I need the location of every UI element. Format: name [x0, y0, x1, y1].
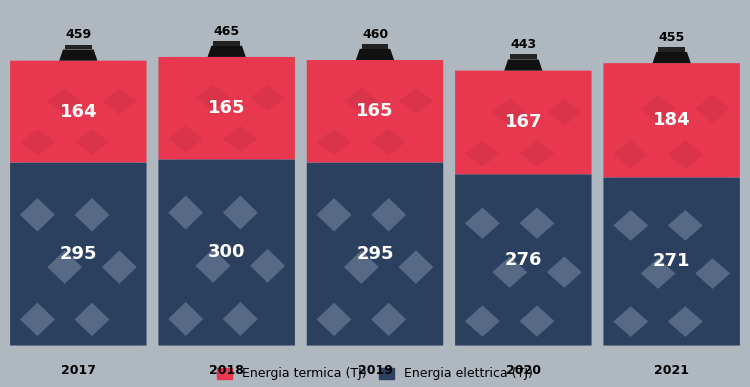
Polygon shape — [356, 49, 394, 60]
Text: 271: 271 — [653, 252, 691, 271]
Polygon shape — [102, 88, 136, 115]
Polygon shape — [640, 94, 676, 123]
Polygon shape — [604, 177, 740, 346]
Polygon shape — [20, 198, 55, 231]
Text: 2020: 2020 — [506, 364, 541, 377]
Polygon shape — [614, 306, 648, 337]
Polygon shape — [316, 303, 352, 336]
Polygon shape — [614, 210, 648, 241]
Polygon shape — [307, 60, 443, 163]
Polygon shape — [20, 303, 55, 336]
Text: 300: 300 — [208, 243, 245, 262]
Polygon shape — [510, 55, 537, 60]
Polygon shape — [547, 99, 582, 125]
Text: 460: 460 — [362, 28, 388, 41]
Polygon shape — [10, 61, 146, 163]
Text: 465: 465 — [214, 25, 240, 38]
Polygon shape — [492, 99, 527, 125]
Polygon shape — [371, 129, 406, 155]
Polygon shape — [168, 302, 203, 336]
Polygon shape — [668, 306, 703, 337]
Polygon shape — [251, 249, 285, 283]
Polygon shape — [520, 207, 554, 239]
Text: 167: 167 — [505, 113, 542, 132]
Polygon shape — [614, 140, 648, 169]
Legend: Energia termica (TJ), Energia elettrica (TJ): Energia termica (TJ), Energia elettrica … — [213, 364, 537, 384]
Text: 276: 276 — [505, 251, 542, 269]
Polygon shape — [652, 52, 691, 63]
Polygon shape — [74, 198, 110, 231]
Polygon shape — [465, 140, 500, 167]
Polygon shape — [520, 305, 554, 337]
Polygon shape — [520, 140, 554, 167]
Polygon shape — [168, 195, 203, 229]
Polygon shape — [196, 85, 230, 111]
Polygon shape — [251, 85, 285, 111]
Polygon shape — [59, 50, 98, 61]
Text: 455: 455 — [658, 31, 685, 44]
Polygon shape — [492, 257, 527, 288]
Polygon shape — [47, 88, 82, 115]
Polygon shape — [307, 163, 443, 346]
Text: 295: 295 — [356, 245, 394, 263]
Polygon shape — [158, 159, 295, 346]
Polygon shape — [316, 198, 352, 231]
Text: 2018: 2018 — [209, 364, 244, 377]
Text: 2019: 2019 — [358, 364, 392, 377]
Polygon shape — [223, 302, 258, 336]
Polygon shape — [344, 88, 379, 114]
Polygon shape — [455, 70, 592, 174]
Polygon shape — [344, 250, 379, 284]
Text: 295: 295 — [59, 245, 97, 263]
Polygon shape — [695, 94, 730, 123]
Polygon shape — [465, 305, 500, 337]
Text: 164: 164 — [59, 103, 97, 121]
Polygon shape — [371, 303, 406, 336]
Polygon shape — [547, 257, 582, 288]
Text: 2021: 2021 — [654, 364, 689, 377]
Text: 165: 165 — [356, 102, 394, 120]
Polygon shape — [695, 258, 730, 289]
Polygon shape — [604, 63, 740, 177]
Text: 2017: 2017 — [61, 364, 96, 377]
Polygon shape — [74, 129, 110, 155]
Text: 459: 459 — [65, 28, 92, 41]
Polygon shape — [20, 129, 55, 155]
Polygon shape — [223, 195, 258, 229]
Polygon shape — [398, 250, 433, 284]
Polygon shape — [102, 250, 136, 284]
Polygon shape — [213, 41, 240, 46]
Polygon shape — [658, 47, 685, 52]
Polygon shape — [465, 207, 500, 239]
Text: 165: 165 — [208, 99, 245, 117]
Polygon shape — [74, 303, 110, 336]
Polygon shape — [640, 258, 676, 289]
Polygon shape — [316, 129, 352, 155]
Polygon shape — [208, 46, 246, 57]
Polygon shape — [168, 126, 203, 152]
Text: 184: 184 — [652, 111, 691, 129]
Polygon shape — [504, 60, 542, 70]
Text: 443: 443 — [510, 38, 536, 51]
Polygon shape — [158, 57, 295, 159]
Polygon shape — [668, 140, 703, 169]
Polygon shape — [668, 210, 703, 241]
Polygon shape — [223, 126, 258, 152]
Polygon shape — [47, 250, 82, 284]
Polygon shape — [65, 45, 92, 50]
Polygon shape — [371, 198, 406, 231]
Polygon shape — [362, 44, 388, 49]
Polygon shape — [455, 174, 592, 346]
Polygon shape — [196, 249, 230, 283]
Polygon shape — [398, 88, 433, 114]
Polygon shape — [10, 163, 146, 346]
